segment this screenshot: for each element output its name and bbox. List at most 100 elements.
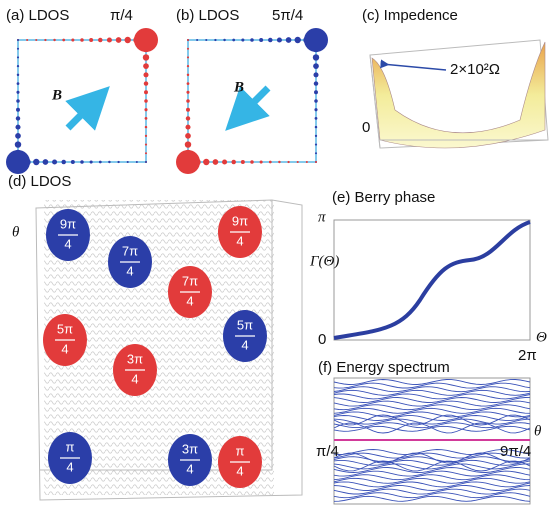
ldos-dot bbox=[61, 160, 65, 164]
ldos-dot bbox=[144, 81, 148, 85]
ldos-dot bbox=[17, 74, 19, 76]
x-end-label: 9π/4 bbox=[500, 443, 531, 460]
ldos-dot bbox=[214, 39, 216, 41]
field-arrow bbox=[68, 101, 95, 128]
ldos-dot bbox=[315, 117, 318, 120]
energy-band bbox=[334, 482, 530, 487]
fraction-den: 4 bbox=[131, 371, 138, 386]
fraction-den: 4 bbox=[236, 233, 243, 248]
ldos-dot bbox=[250, 38, 254, 42]
ldos-dot bbox=[15, 141, 21, 147]
ldos-dot bbox=[187, 82, 190, 85]
fraction-num: 9π bbox=[232, 213, 248, 228]
panel-title: (a) LDOS bbox=[6, 7, 69, 24]
ldos-dot bbox=[17, 82, 20, 85]
panel-c: (c) Impedence 2×10²Ω 0 bbox=[362, 7, 548, 148]
fraction-num: 5π bbox=[57, 321, 73, 336]
ldos-dot bbox=[90, 160, 93, 163]
ldos-dot bbox=[295, 37, 301, 43]
angle-label: 5π/4 bbox=[272, 7, 303, 24]
ldos-dot bbox=[314, 90, 318, 94]
ldos-dot bbox=[16, 99, 20, 103]
ldos-dot bbox=[314, 108, 317, 111]
zero-label: 0 bbox=[362, 119, 370, 136]
ldos-dot bbox=[52, 159, 57, 164]
fraction-num: 9π bbox=[60, 216, 76, 231]
ldos-dot bbox=[17, 39, 19, 41]
ldos-dot bbox=[232, 39, 235, 42]
ldos-dot bbox=[117, 161, 119, 163]
ldos-dot bbox=[315, 144, 317, 146]
energy-band bbox=[334, 496, 530, 501]
ldos-dot bbox=[44, 39, 46, 41]
ldos-dot bbox=[17, 56, 19, 58]
ldos-dot bbox=[16, 116, 20, 120]
ldos-dot bbox=[99, 161, 102, 164]
field-label: B bbox=[233, 79, 244, 95]
ldos-dot bbox=[187, 56, 189, 58]
energy-band bbox=[334, 394, 530, 399]
panel-title: (c) Impedence bbox=[362, 7, 458, 24]
scale-arrow bbox=[382, 64, 446, 70]
ldos-peak bbox=[176, 150, 200, 174]
energy-band bbox=[334, 412, 530, 417]
energy-band bbox=[334, 478, 530, 483]
ldos-dot bbox=[250, 160, 254, 164]
ldos-dot bbox=[203, 159, 209, 165]
ldos-dot bbox=[145, 117, 148, 120]
ldos-dot bbox=[268, 38, 272, 42]
berry-curve bbox=[334, 222, 530, 338]
origin-label: 0 bbox=[318, 331, 326, 348]
ldos-dot bbox=[17, 48, 19, 50]
ldos-dot bbox=[278, 161, 280, 163]
fraction-den: 4 bbox=[241, 337, 248, 352]
surface bbox=[372, 42, 545, 148]
ldos-dot bbox=[260, 160, 263, 163]
ldos-dot bbox=[71, 160, 75, 164]
ldos-dot bbox=[186, 108, 190, 112]
ldos-dot bbox=[269, 161, 272, 164]
figure: (a) LDOS π/4 B (b) LDOS 5π/4 B (c) Imped… bbox=[0, 0, 556, 511]
ldos-peak bbox=[304, 28, 328, 52]
ldos-dot bbox=[186, 91, 189, 94]
ldos-dot bbox=[15, 125, 20, 130]
ldos-dot bbox=[144, 99, 148, 103]
ldos-dot bbox=[26, 39, 28, 41]
ldos-dot bbox=[297, 161, 299, 163]
ldos-dot bbox=[145, 144, 147, 146]
ldos-dot bbox=[80, 38, 84, 42]
ldos-dot bbox=[187, 74, 189, 76]
ldos-dot bbox=[186, 116, 190, 120]
lattice-border bbox=[18, 40, 146, 162]
panel-title: (f) Energy spectrum bbox=[318, 359, 450, 376]
ldos-dot bbox=[144, 90, 148, 94]
ldos-dot bbox=[143, 72, 148, 77]
ldos-dot bbox=[35, 39, 37, 41]
panel-title: (b) LDOS bbox=[176, 7, 239, 24]
axis-label: θ bbox=[534, 423, 542, 439]
fraction-den: 4 bbox=[186, 461, 193, 476]
ldos-dot bbox=[259, 38, 263, 42]
ldos-dot bbox=[185, 141, 191, 147]
panel-f: (f) Energy spectrum θ π/4 9π/4 bbox=[316, 359, 542, 504]
panel-title: (d) LDOS bbox=[8, 173, 71, 190]
ldos-dot bbox=[143, 63, 149, 69]
ldos-peak bbox=[6, 150, 30, 174]
ldos-dot bbox=[145, 152, 147, 154]
ldos-dot bbox=[187, 65, 189, 67]
ldos-dot bbox=[196, 39, 198, 41]
scale-label: 2×10²Ω bbox=[450, 61, 500, 78]
ldos-dot bbox=[287, 161, 289, 163]
x-end-label: 2π bbox=[518, 347, 537, 364]
y-axis-label: Γ(Θ) bbox=[309, 253, 339, 269]
fraction-num: 7π bbox=[122, 243, 138, 258]
panel-a: (a) LDOS π/4 B bbox=[6, 7, 158, 174]
ldos-dot bbox=[127, 161, 129, 163]
panel-b: (b) LDOS 5π/4 B bbox=[176, 7, 328, 174]
axis-label: θ bbox=[12, 224, 20, 240]
panel-e: (e) Berry phase π Γ(Θ) 0 Θ 2π bbox=[309, 189, 547, 364]
ldos-dot bbox=[213, 159, 219, 165]
fraction-den: 4 bbox=[61, 341, 68, 356]
ldos-peak bbox=[134, 28, 158, 52]
